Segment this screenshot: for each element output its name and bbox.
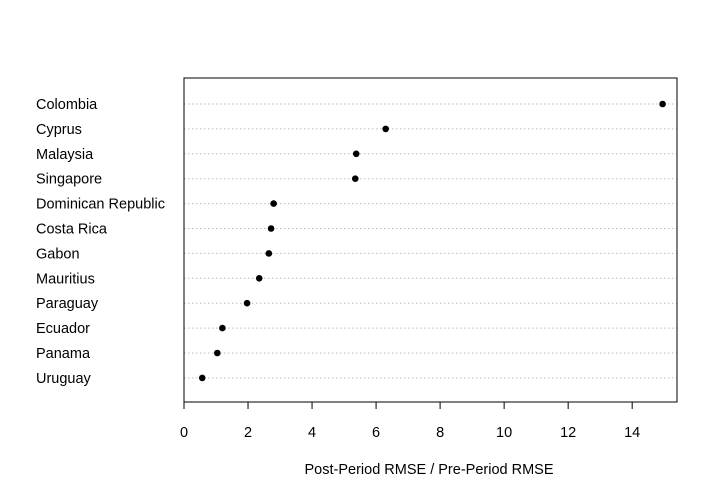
data-point <box>382 125 389 133</box>
x-tick-label: 2 <box>244 425 252 441</box>
data-points <box>198 100 666 382</box>
x-axis: 0 2 4 6 8 10 12 14 <box>180 401 640 441</box>
data-point <box>265 250 273 257</box>
x-tick-label: 8 <box>436 425 444 441</box>
category-label: Ecuador <box>36 321 90 337</box>
category-label: Colombia <box>36 97 98 113</box>
x-tick-label: 14 <box>624 425 640 441</box>
data-point <box>352 150 360 158</box>
category-label: Singapore <box>36 172 102 188</box>
data-point <box>267 225 275 232</box>
data-point <box>659 100 666 108</box>
x-tick-label: 12 <box>560 425 576 441</box>
category-label: Cyprus <box>36 122 82 138</box>
data-point <box>213 349 221 357</box>
data-point <box>255 275 263 282</box>
data-point <box>351 175 359 182</box>
x-tick-label: 0 <box>180 425 188 441</box>
data-point <box>198 374 206 382</box>
category-label: Paraguay <box>36 296 99 312</box>
category-label: Dominican Republic <box>36 197 165 213</box>
data-point <box>270 200 277 207</box>
x-tick-label: 4 <box>308 425 316 441</box>
data-point <box>243 299 251 307</box>
x-axis-title: Post-Period RMSE / Pre-Period RMSE <box>305 462 554 478</box>
category-labels: Colombia Cyprus Malaysia Singapore Dominican… <box>36 97 165 387</box>
category-label: Uruguay <box>36 371 92 387</box>
category-label: Panama <box>36 346 91 362</box>
category-label: Gabon <box>36 246 80 262</box>
x-tick-label: 10 <box>496 425 512 441</box>
x-tick-label: 6 <box>372 425 380 441</box>
category-label: Malaysia <box>36 147 94 163</box>
data-point <box>219 324 226 332</box>
category-label: Costa Rica <box>36 222 108 238</box>
category-label: Mauritius <box>36 271 95 287</box>
